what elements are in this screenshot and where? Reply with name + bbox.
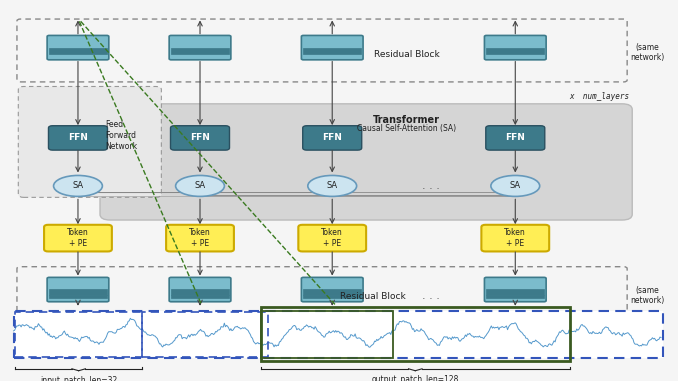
Text: . . .: . . . bbox=[422, 181, 439, 191]
Bar bbox=[142, 312, 268, 357]
Ellipse shape bbox=[176, 175, 224, 197]
Text: Residual Block: Residual Block bbox=[374, 50, 439, 59]
Text: . . .: . . . bbox=[422, 291, 439, 301]
FancyBboxPatch shape bbox=[298, 225, 366, 251]
Text: Feed
Forward
Network: Feed Forward Network bbox=[105, 120, 137, 151]
Text: FFN: FFN bbox=[190, 133, 210, 142]
Text: SA: SA bbox=[327, 181, 338, 190]
FancyBboxPatch shape bbox=[484, 277, 546, 302]
Bar bbox=[49, 295, 107, 298]
FancyBboxPatch shape bbox=[100, 104, 633, 220]
Text: (same
network): (same network) bbox=[631, 43, 664, 62]
Bar bbox=[171, 289, 229, 295]
Bar bbox=[261, 307, 570, 361]
Bar bbox=[49, 289, 107, 295]
Text: Token
+ PE: Token + PE bbox=[321, 229, 343, 248]
FancyBboxPatch shape bbox=[171, 126, 229, 150]
FancyBboxPatch shape bbox=[301, 35, 363, 60]
Bar bbox=[171, 48, 229, 54]
Text: SA: SA bbox=[510, 181, 521, 190]
Text: output_patch_len=128: output_patch_len=128 bbox=[372, 375, 459, 381]
FancyBboxPatch shape bbox=[47, 277, 109, 302]
Text: Residual Block: Residual Block bbox=[340, 292, 405, 301]
FancyBboxPatch shape bbox=[44, 225, 112, 251]
Bar bbox=[171, 295, 229, 298]
Bar bbox=[49, 48, 107, 54]
Text: Causal Self-Attention (SA): Causal Self-Attention (SA) bbox=[357, 124, 456, 133]
Text: SA: SA bbox=[73, 181, 83, 190]
Ellipse shape bbox=[308, 175, 357, 197]
Text: FFN: FFN bbox=[322, 133, 342, 142]
Ellipse shape bbox=[54, 175, 102, 197]
Text: Token
+ PE: Token + PE bbox=[189, 229, 211, 248]
Bar bbox=[15, 312, 142, 357]
Text: FFN: FFN bbox=[68, 133, 88, 142]
Bar bbox=[304, 295, 361, 298]
FancyBboxPatch shape bbox=[170, 277, 231, 302]
Text: . . .: . . . bbox=[422, 49, 439, 59]
FancyBboxPatch shape bbox=[303, 126, 362, 150]
Text: Token
+ PE: Token + PE bbox=[67, 229, 89, 248]
Bar bbox=[487, 48, 544, 54]
FancyBboxPatch shape bbox=[481, 225, 549, 251]
Text: Transformer: Transformer bbox=[374, 115, 440, 125]
FancyBboxPatch shape bbox=[18, 86, 161, 197]
Text: x  num_layers: x num_layers bbox=[570, 91, 630, 101]
FancyBboxPatch shape bbox=[166, 225, 234, 251]
FancyBboxPatch shape bbox=[49, 126, 107, 150]
Text: input_patch_len=32: input_patch_len=32 bbox=[40, 376, 117, 381]
Ellipse shape bbox=[491, 175, 540, 197]
Bar bbox=[261, 311, 393, 358]
FancyBboxPatch shape bbox=[484, 35, 546, 60]
FancyBboxPatch shape bbox=[14, 311, 663, 358]
FancyBboxPatch shape bbox=[170, 35, 231, 60]
Bar bbox=[304, 289, 361, 295]
FancyBboxPatch shape bbox=[301, 277, 363, 302]
FancyBboxPatch shape bbox=[485, 126, 545, 150]
Text: SA: SA bbox=[195, 181, 205, 190]
Text: FFN: FFN bbox=[505, 133, 525, 142]
Text: (same
network): (same network) bbox=[631, 286, 664, 305]
Bar bbox=[487, 295, 544, 298]
FancyBboxPatch shape bbox=[47, 35, 109, 60]
Bar bbox=[304, 48, 361, 54]
Bar bbox=[487, 289, 544, 295]
Text: Token
+ PE: Token + PE bbox=[504, 229, 526, 248]
